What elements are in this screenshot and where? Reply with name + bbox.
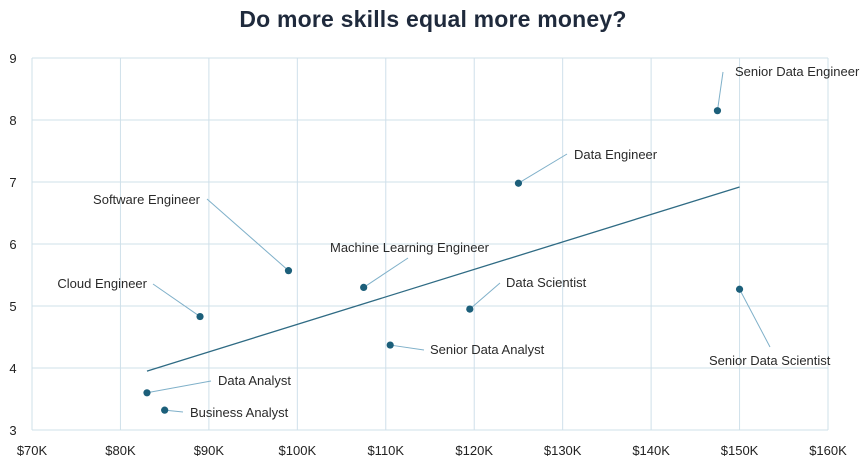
data-point <box>466 305 474 313</box>
point-label: Machine Learning Engineer <box>330 240 490 255</box>
leader-lines <box>146 71 771 413</box>
leader-line <box>716 71 724 111</box>
y-tick-label: 5 <box>9 299 16 314</box>
y-tick-label: 3 <box>9 423 16 438</box>
point-label: Senior Data Engineer <box>735 64 860 79</box>
data-point <box>143 389 151 397</box>
x-tick-label: $140K <box>632 443 670 458</box>
y-tick-label: 8 <box>9 113 16 128</box>
data-points <box>143 107 744 414</box>
x-tick-label: $130K <box>544 443 582 458</box>
x-tick-label: $150K <box>721 443 759 458</box>
trendline <box>146 186 740 372</box>
gridlines <box>31 57 829 431</box>
y-tick-label: 4 <box>9 361 16 376</box>
point-label: Cloud Engineer <box>57 276 147 291</box>
point-label: Data Engineer <box>574 147 658 162</box>
y-axis-ticks: 3 4 5 6 7 8 9 <box>9 51 16 438</box>
point-label: Data Scientist <box>506 275 587 290</box>
leader-line <box>390 344 425 351</box>
leader-line <box>469 282 501 310</box>
chart-title: Do more skills equal more money? <box>239 6 627 32</box>
data-point <box>161 406 169 414</box>
x-axis-ticks: $70K $80K $90K $100K $110K $120K $130K $140K $15… <box>17 443 847 458</box>
data-point <box>514 179 523 187</box>
leader-line <box>152 283 201 317</box>
point-label: Software Engineer <box>93 192 201 207</box>
x-tick-label: $80K <box>105 443 136 458</box>
leader-line <box>518 153 568 184</box>
data-point <box>196 312 204 321</box>
point-label: Data Analyst <box>218 373 291 388</box>
point-labels: Senior Data Engineer Data Engineer Softwar… <box>57 64 860 420</box>
leader-line <box>363 257 409 288</box>
x-tick-label: $100K <box>279 443 317 458</box>
point-label: Business Analyst <box>190 405 289 420</box>
data-point <box>284 267 293 275</box>
leader-line <box>739 289 771 348</box>
x-tick-label: $120K <box>455 443 493 458</box>
y-tick-label: 6 <box>9 237 16 252</box>
point-label: Senior Data Analyst <box>430 342 545 357</box>
data-point <box>735 285 744 293</box>
x-tick-label: $90K <box>194 443 225 458</box>
leader-line <box>206 198 289 272</box>
x-tick-label: $70K <box>17 443 48 458</box>
data-point <box>360 283 368 291</box>
data-point <box>713 107 722 115</box>
y-tick-label: 7 <box>9 175 16 190</box>
point-label: Senior Data Scientist <box>709 353 831 368</box>
x-tick-label: $160K <box>809 443 847 458</box>
trendline-group <box>146 186 740 372</box>
x-tick-label: $110K <box>367 443 404 458</box>
y-tick-label: 9 <box>9 51 16 66</box>
leader-line <box>146 380 212 394</box>
data-point <box>386 341 394 349</box>
